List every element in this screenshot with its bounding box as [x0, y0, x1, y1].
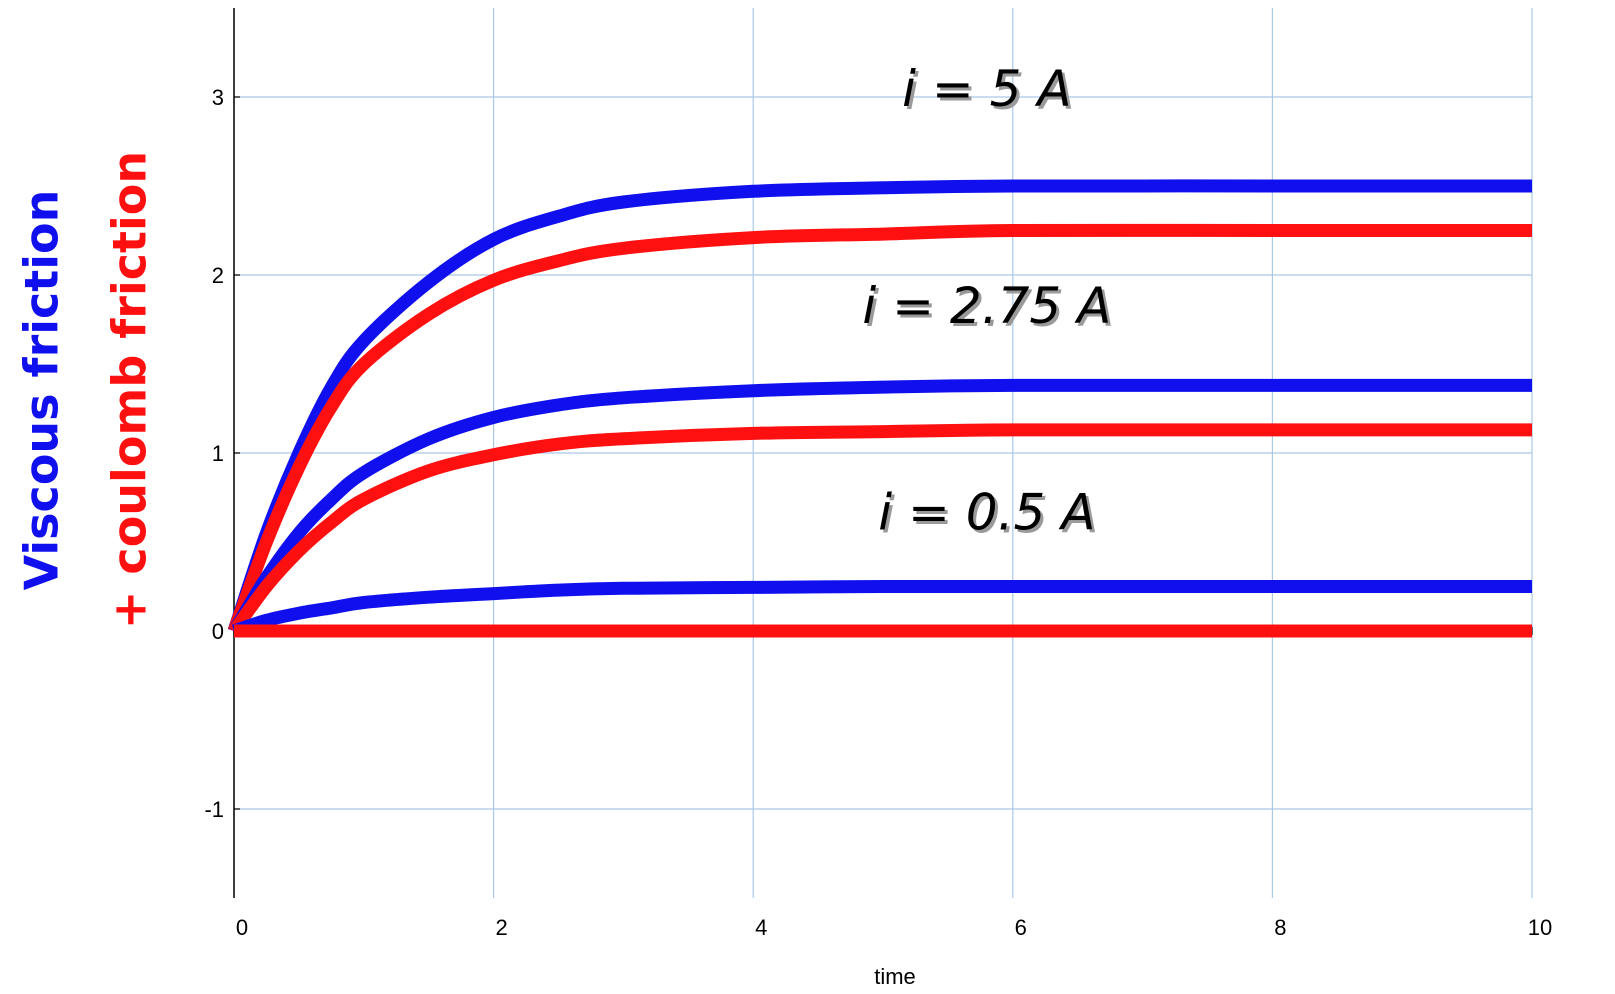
- series-line-2: [227, 223, 1532, 634]
- x-tick-label: 10: [1528, 915, 1552, 940]
- y-axis-title-line-2: + coulomb friction: [103, 151, 157, 629]
- annotation-label-3: i = 0.5 A: [878, 484, 1095, 542]
- x-axis-title: time: [874, 964, 916, 989]
- annotation-shadow: i = 5 A: [905, 63, 1074, 121]
- series-line-1: [227, 179, 1532, 634]
- tick-labels: 0 2 4 6 8 10 -1 0 1 2 3: [204, 85, 1552, 940]
- annotation-shadow: i = 2.75 A: [865, 280, 1114, 338]
- series-line-5: [231, 579, 1532, 638]
- annotations: i = 5 Ai = 5 Ai = 2.75 Ai = 2.75 Ai = 0.…: [862, 60, 1114, 545]
- y-tick-label: 3: [212, 85, 224, 110]
- series-line-3: [228, 378, 1532, 635]
- y-axis-title-line-1: Viscous friction: [15, 190, 69, 591]
- y-tick-label: -1: [204, 797, 224, 822]
- annotation-label-1: i = 5 A: [902, 60, 1071, 118]
- annotation-shadow: i = 0.5 A: [881, 487, 1098, 545]
- annotation-label-2: i = 2.75 A: [862, 277, 1111, 335]
- x-tick-label: 4: [755, 915, 767, 940]
- y-tick-label: 1: [212, 441, 224, 466]
- series-group: [227, 179, 1532, 638]
- y-axis-title: Viscous friction + coulomb friction: [15, 151, 157, 629]
- y-tick-label: 2: [212, 263, 224, 288]
- x-tick-label: 6: [1015, 915, 1027, 940]
- grid: [233, 8, 1533, 898]
- x-tick-label: 0: [236, 915, 248, 940]
- x-tick-label: 8: [1274, 915, 1286, 940]
- x-tick-label: 2: [495, 915, 507, 940]
- series-line-4: [228, 423, 1532, 635]
- y-tick-label: 0: [212, 619, 224, 644]
